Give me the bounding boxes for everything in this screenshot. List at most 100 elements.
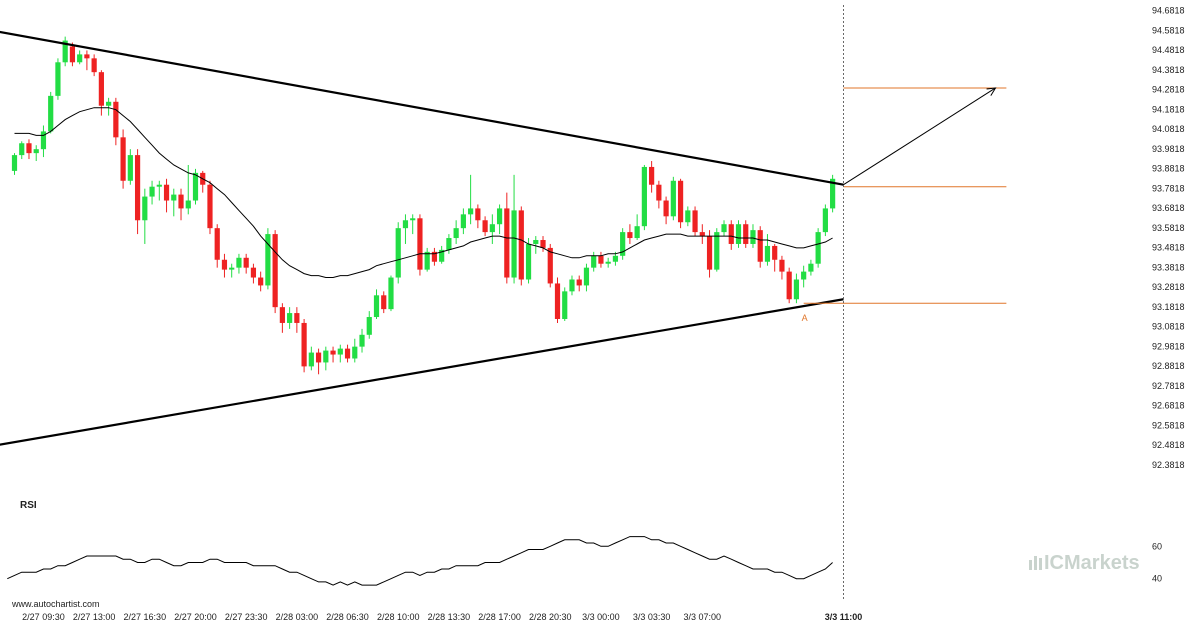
candle-body	[11, 155, 18, 171]
candle	[207, 180, 213, 235]
candle-body	[663, 200, 669, 217]
candle	[453, 220, 459, 244]
candle	[62, 36, 68, 67]
candle-body	[352, 346, 358, 359]
candle	[410, 214, 416, 235]
candle-body	[475, 208, 481, 221]
candle	[127, 149, 133, 185]
candle	[598, 251, 604, 268]
candle	[308, 346, 314, 371]
candle-body	[496, 208, 503, 225]
candle-body	[91, 58, 97, 73]
candle-body	[808, 263, 814, 272]
candle	[489, 214, 495, 244]
candle	[388, 275, 394, 312]
price-tick-label: 93.2818	[1152, 282, 1185, 292]
candle-body	[265, 234, 271, 286]
candle	[591, 251, 597, 272]
candle-body	[627, 232, 633, 239]
candle	[576, 275, 582, 292]
candle-body	[757, 230, 763, 262]
candle-body	[569, 279, 575, 292]
price-tick-label: 92.9818	[1152, 341, 1185, 351]
candle	[562, 287, 568, 321]
candle-body	[178, 194, 184, 209]
price-tick-label: 92.7818	[1152, 381, 1185, 391]
candle	[728, 220, 734, 250]
candle-body	[815, 232, 821, 264]
time-axis: 2/27 09:30 2/27 13:00 2/27 16:30 2/27 20:00…	[22, 612, 862, 622]
time-tick-label: 2/28 20:30	[529, 612, 572, 622]
candle	[287, 307, 293, 329]
price-tick-label: 92.6818	[1152, 401, 1185, 411]
candle-body	[735, 224, 742, 244]
candle-body	[381, 295, 387, 310]
candle-body	[402, 220, 409, 229]
candle-body	[533, 240, 539, 244]
candle-body	[410, 218, 416, 221]
candle	[786, 267, 792, 304]
resistance-trendline	[0, 30, 844, 186]
candle-body	[714, 232, 720, 270]
candle-body	[793, 279, 800, 300]
candle-body	[721, 224, 727, 233]
bars-icon	[1029, 556, 1042, 570]
candle	[19, 141, 25, 160]
candle	[40, 125, 47, 158]
candle-body	[287, 313, 293, 323]
candle-body	[649, 166, 655, 185]
price-tick-label: 94.4818	[1152, 45, 1185, 55]
candle-body	[84, 54, 90, 59]
candle-body	[525, 243, 532, 280]
candle-body	[424, 251, 430, 270]
candle	[55, 58, 61, 100]
candle	[815, 228, 821, 268]
candle-body	[272, 234, 278, 308]
candle-body	[221, 259, 228, 270]
price-tick-label: 93.5818	[1152, 223, 1185, 233]
price-tick-label: 93.9818	[1152, 144, 1185, 154]
forecast-arrow-line	[843, 87, 996, 186]
time-tick-label: 2/27 13:00	[73, 612, 116, 622]
candle	[77, 50, 83, 65]
candle	[33, 145, 39, 162]
price-tick-label: 92.4818	[1152, 440, 1185, 450]
candle	[417, 214, 423, 276]
time-tick-label: 2/27 20:00	[174, 612, 217, 622]
candle-body	[446, 238, 452, 250]
time-tick-label: 3/3 07:00	[684, 612, 722, 622]
price-axis: 94.6818 94.5818 94.4818 94.3818 94.2818 94.18…	[1152, 6, 1185, 470]
candle	[692, 206, 698, 237]
rsi-tick-label: 40	[1152, 574, 1162, 584]
price-tick-label: 94.3818	[1152, 65, 1185, 75]
candle	[424, 247, 430, 272]
candle-body	[337, 348, 343, 355]
candle-body	[591, 255, 597, 268]
candle	[200, 170, 206, 193]
price-tick-label: 94.5818	[1152, 25, 1185, 35]
candle-body	[294, 313, 300, 323]
candle-body	[830, 178, 836, 209]
price-tick-label: 92.8818	[1152, 361, 1185, 371]
candle	[743, 220, 749, 248]
candle-body	[801, 271, 807, 280]
candle	[735, 220, 742, 248]
time-tick-label: 2/28 03:00	[276, 612, 319, 622]
candle-body	[540, 240, 546, 248]
candle-body	[149, 186, 155, 197]
candle	[359, 328, 365, 353]
candle-body	[185, 200, 191, 209]
candle-body	[236, 257, 242, 268]
candle-body	[48, 95, 54, 132]
candle	[685, 206, 691, 227]
candle	[323, 346, 329, 371]
candle-body	[134, 155, 141, 221]
candle	[98, 70, 104, 116]
candle-body	[33, 149, 39, 154]
candle	[265, 228, 271, 290]
candle-body	[258, 277, 264, 286]
candle-body	[62, 40, 68, 63]
candle-body	[142, 196, 148, 221]
candle-body	[656, 184, 662, 201]
